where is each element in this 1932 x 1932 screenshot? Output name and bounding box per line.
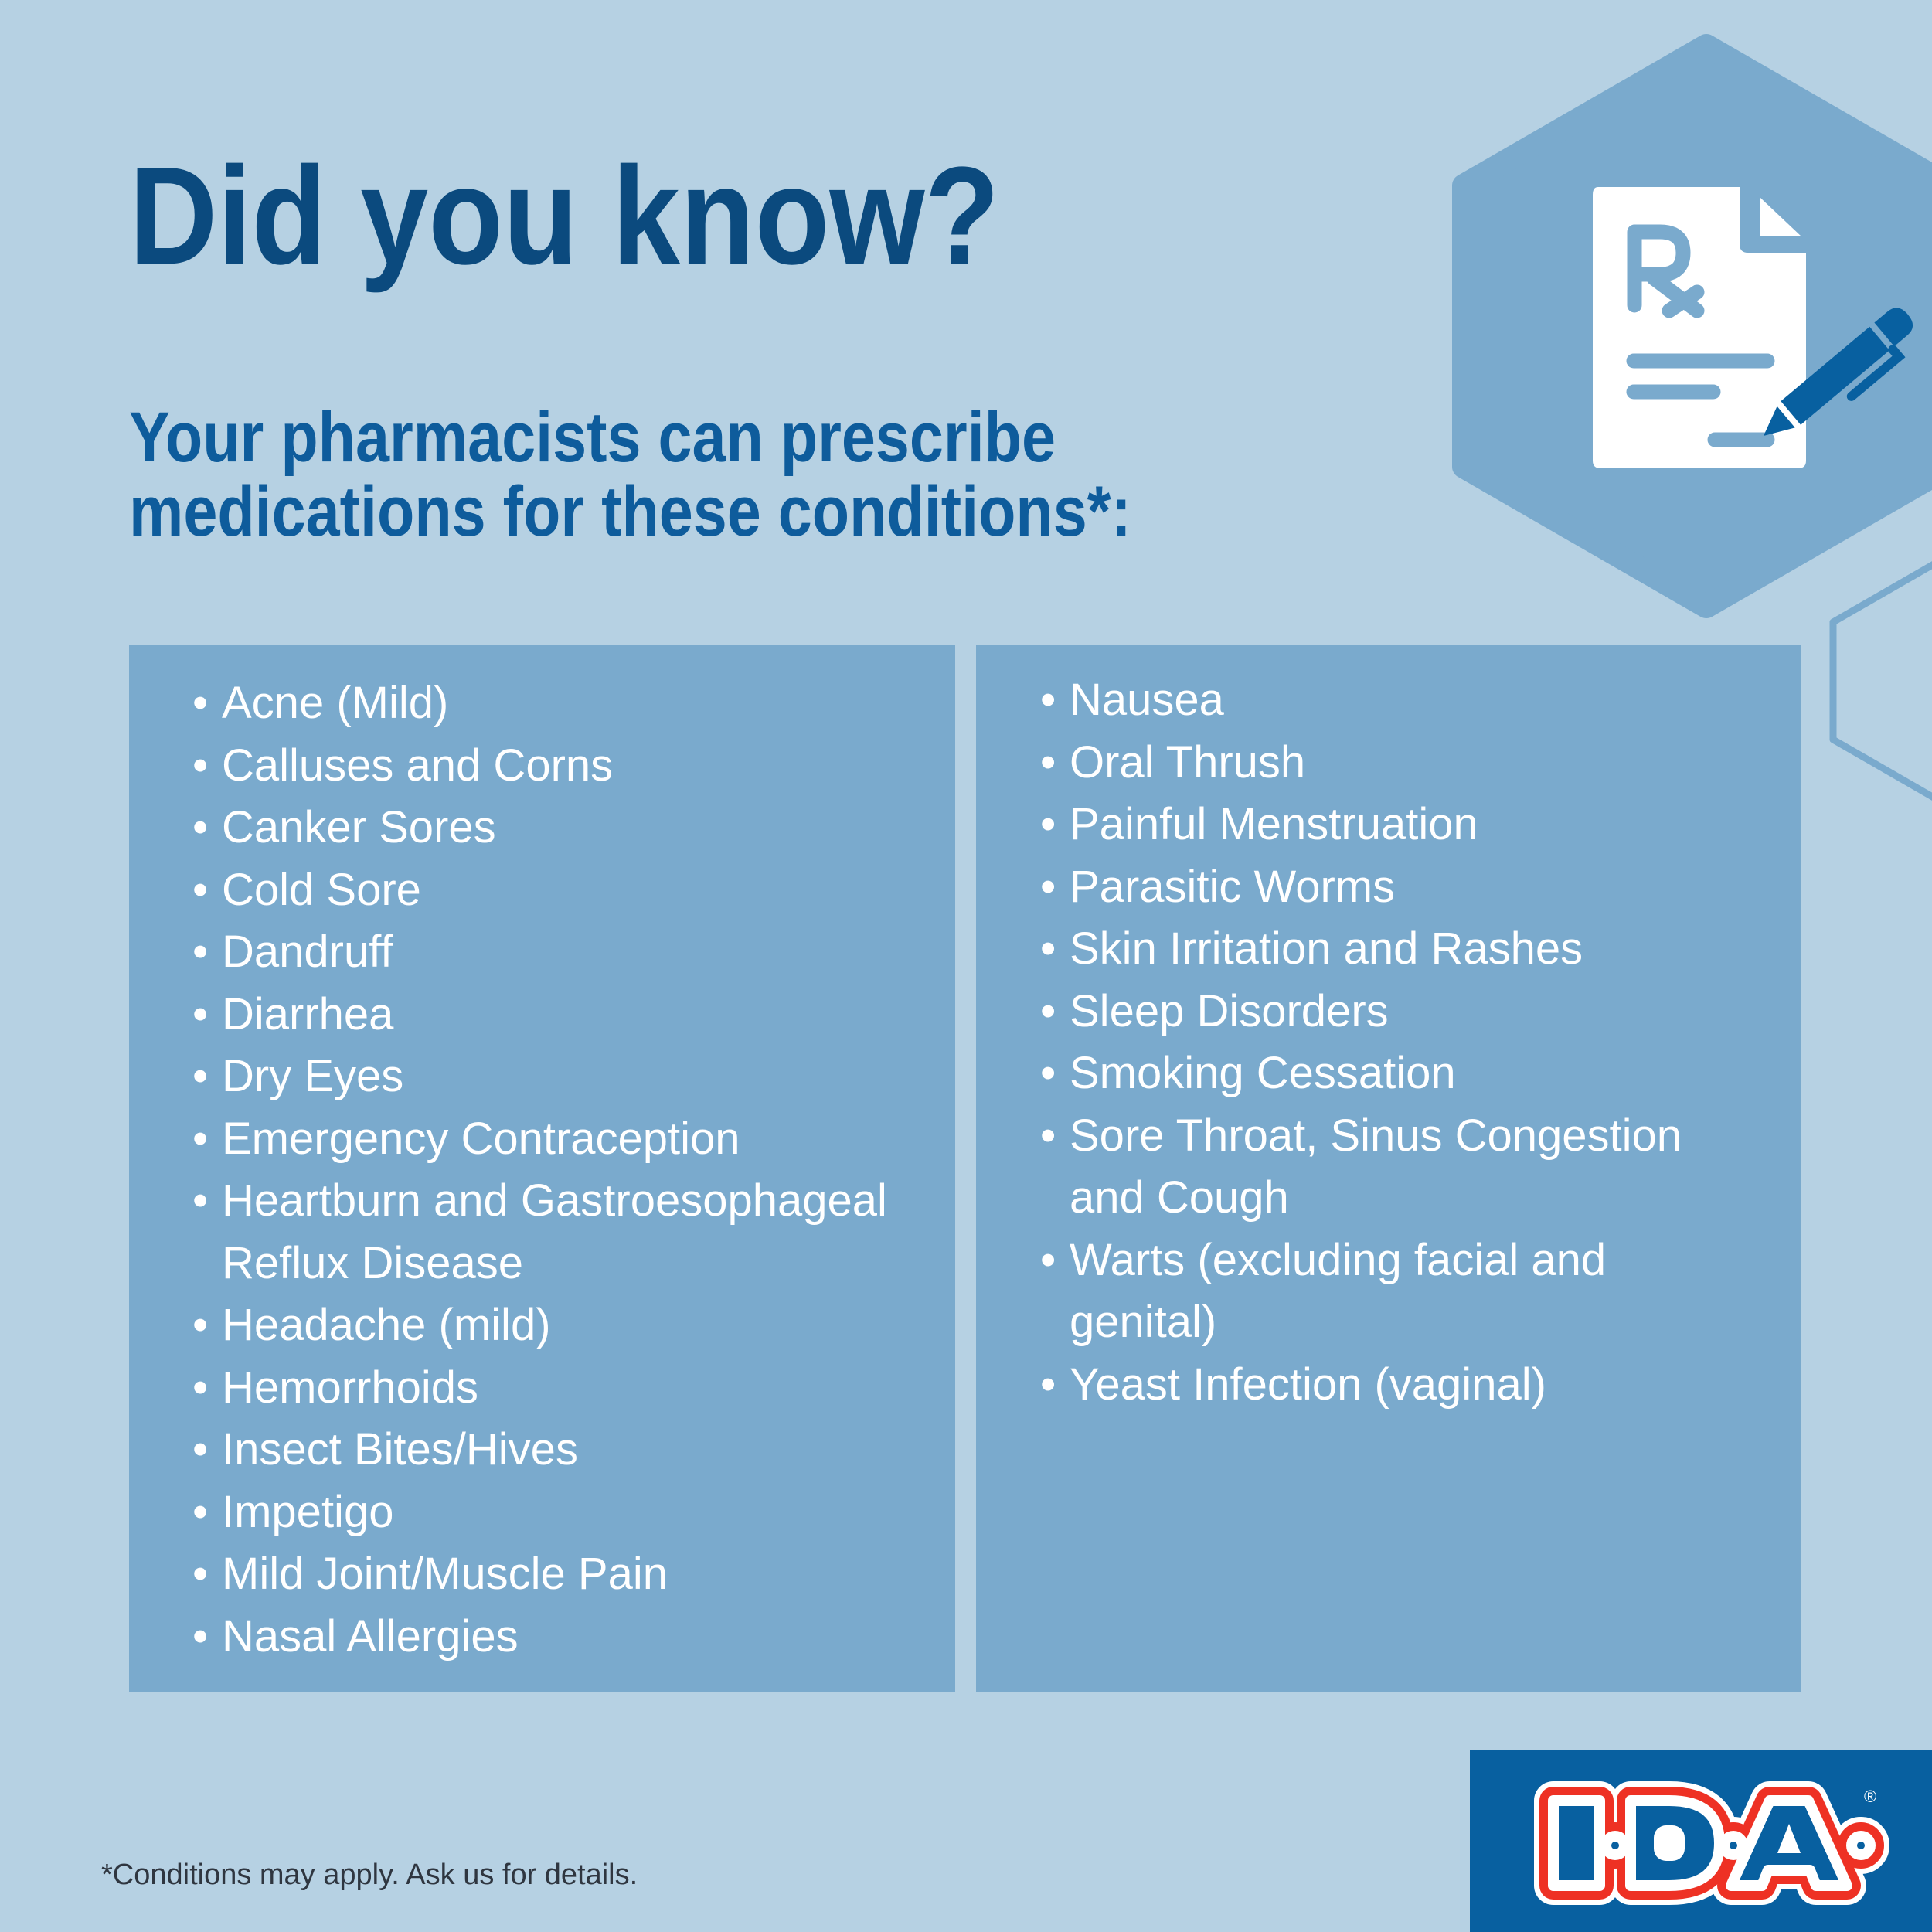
bullet-icon: • xyxy=(1040,1359,1056,1410)
bullet-icon: • xyxy=(192,927,209,977)
bullet-icon: • xyxy=(192,1549,209,1599)
condition-label: Headache (mild) xyxy=(222,1300,551,1350)
condition-label: Emergency Contraception xyxy=(222,1113,740,1164)
page-subtitle: Your pharmacists can prescribe medicatio… xyxy=(129,400,1131,549)
bullet-icon: • xyxy=(1040,675,1056,725)
prescription-document-icon xyxy=(1593,187,1806,468)
condition-label: Yeast Infection (vaginal) xyxy=(1070,1359,1546,1410)
condition-item: • Sore Throat, Sinus Congestion and Cough xyxy=(1040,1105,1726,1230)
condition-item: • Sleep Disorders xyxy=(1040,981,1726,1043)
condition-label: Oral Thrush xyxy=(1070,736,1306,787)
condition-item: • Acne (Mild) xyxy=(192,672,948,735)
condition-label: Nasal Allergies xyxy=(222,1611,519,1662)
condition-item: • Warts (excluding facial and genital) xyxy=(1040,1230,1726,1354)
condition-item: • Smoking Cessation xyxy=(1040,1043,1726,1105)
condition-label: Nausea xyxy=(1070,675,1224,725)
condition-label: Impetigo xyxy=(222,1486,394,1537)
condition-label: Parasitic Worms xyxy=(1070,861,1396,912)
bullet-icon: • xyxy=(192,1611,209,1662)
condition-item: • Insect Bites/Hives xyxy=(192,1419,948,1481)
condition-item: • Parasitic Worms xyxy=(1040,856,1726,919)
pen-icon xyxy=(1764,308,1913,436)
condition-label: Acne (Mild) xyxy=(222,678,449,728)
condition-label: Calluses and Corns xyxy=(222,740,614,791)
condition-label: Mild Joint/Muscle Pain xyxy=(222,1549,668,1599)
conditions-list-left: • Acne (Mild) • Calluses and Corns • Canker S… xyxy=(192,672,948,1668)
condition-item: • Hemorrhoids xyxy=(192,1357,948,1420)
registered-mark: ® xyxy=(1864,1787,1876,1806)
hexagon-outline xyxy=(1829,561,1932,801)
condition-item: • Emergency Contraception xyxy=(192,1108,948,1171)
bullet-icon: • xyxy=(192,1362,209,1413)
bullet-icon: • xyxy=(1040,861,1056,912)
condition-label: Warts (excluding facial and genital) xyxy=(1070,1234,1607,1348)
page-title: Did you know? xyxy=(129,138,1000,294)
footnote: *Conditions may apply. Ask us for detail… xyxy=(101,1859,638,1891)
logo-lettering xyxy=(1553,1801,1870,1886)
conditions-panel-left xyxy=(129,645,955,1692)
condition-label: Sore Throat, Sinus Congestion and Cough xyxy=(1070,1110,1682,1223)
subtitle-line-2: medications for these conditions*: xyxy=(129,472,1131,551)
condition-label: Hemorrhoids xyxy=(222,1362,478,1413)
condition-label: Dry Eyes xyxy=(222,1051,404,1101)
conditions-list-right: • Nausea • Oral Thrush • Painful Menstruation… xyxy=(1040,669,1726,1417)
condition-item: • Diarrhea xyxy=(192,984,948,1046)
condition-label: Cold Sore xyxy=(222,864,421,915)
condition-item: • Impetigo xyxy=(192,1481,948,1544)
condition-item: • Heartburn and Gastroesophageal Reflux D… xyxy=(192,1170,948,1294)
bullet-icon: • xyxy=(192,1051,209,1101)
condition-item: • Mild Joint/Muscle Pain xyxy=(192,1543,948,1606)
condition-label: Diarrhea xyxy=(222,988,394,1039)
bullet-icon: • xyxy=(1040,799,1056,849)
bullet-icon: • xyxy=(1040,985,1056,1036)
condition-label: Skin Irritation and Rashes xyxy=(1070,923,1583,974)
bullet-icon: • xyxy=(192,678,209,728)
bullet-icon: • xyxy=(192,740,209,791)
bullet-icon: • xyxy=(1040,1110,1056,1161)
condition-item: • Nasal Allergies xyxy=(192,1606,948,1668)
condition-item: • Dry Eyes xyxy=(192,1046,948,1108)
subtitle-line-1: Your pharmacists can prescribe xyxy=(129,398,1056,477)
bullet-icon: • xyxy=(192,864,209,915)
conditions-panel-right xyxy=(976,645,1801,1692)
bullet-icon: • xyxy=(192,1175,209,1226)
condition-label: Insect Bites/Hives xyxy=(222,1424,578,1475)
bullet-icon: • xyxy=(1040,923,1056,974)
condition-item: • Canker Sores xyxy=(192,797,948,859)
condition-label: Smoking Cessation xyxy=(1070,1048,1456,1098)
bullet-icon: • xyxy=(192,1486,209,1537)
condition-item: • Painful Menstruation xyxy=(1040,794,1726,856)
condition-item: • Headache (mild) xyxy=(192,1294,948,1357)
rx-symbol-icon xyxy=(1627,224,1705,318)
condition-item: • Skin Irritation and Rashes xyxy=(1040,918,1726,981)
condition-label: Canker Sores xyxy=(222,802,496,852)
condition-label: Dandruff xyxy=(222,927,393,977)
bullet-icon: • xyxy=(192,802,209,852)
condition-item: • Calluses and Corns xyxy=(192,735,948,798)
condition-item: • Cold Sore xyxy=(192,859,948,922)
condition-label: Sleep Disorders xyxy=(1070,985,1389,1036)
condition-label: Painful Menstruation xyxy=(1070,799,1478,849)
condition-item: • Oral Thrush xyxy=(1040,732,1726,794)
bullet-icon: • xyxy=(192,1300,209,1350)
bullet-icon: • xyxy=(1040,736,1056,787)
condition-item: • Dandruff xyxy=(192,921,948,984)
condition-item: • Nausea xyxy=(1040,669,1726,732)
bullet-icon: • xyxy=(1040,1234,1056,1285)
condition-label: Heartburn and Gastroesophageal Reflux Di… xyxy=(222,1175,887,1288)
bullet-icon: • xyxy=(192,1424,209,1475)
condition-item: • Yeast Infection (vaginal) xyxy=(1040,1354,1726,1417)
bullet-icon: • xyxy=(1040,1048,1056,1098)
bullet-icon: • xyxy=(192,988,209,1039)
bullet-icon: • xyxy=(192,1113,209,1164)
